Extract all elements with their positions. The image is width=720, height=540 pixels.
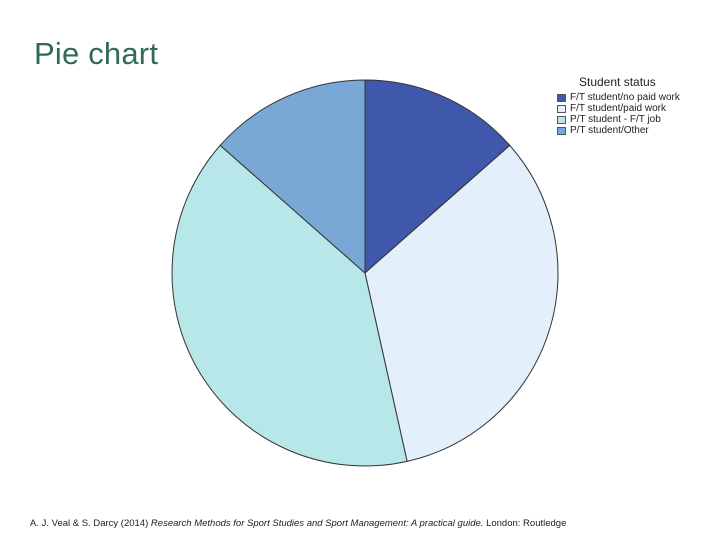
citation-book-title: Research Methods for Sport Studies and S… — [150, 518, 484, 529]
legend-item: P/T student/Other — [557, 126, 707, 136]
legend-swatch — [557, 116, 566, 124]
legend-label: P/T student/Other — [570, 125, 649, 136]
pie-slice — [364, 79, 511, 274]
pie-slice — [171, 144, 408, 467]
legend-label: F/T student/paid work — [570, 103, 666, 114]
legend-title: Student status — [579, 75, 656, 89]
citation-authors: A. J. Veal & S. Darcy (2014) — [30, 518, 149, 529]
citation-publisher: London: Routledge — [486, 518, 567, 529]
legend-swatch — [557, 127, 566, 135]
legend-swatch — [557, 94, 566, 102]
legend-swatch — [557, 105, 566, 113]
slide-title: Pie chart — [34, 36, 159, 71]
legend-label: F/T student/no paid work — [570, 92, 680, 103]
citation: A. J. Veal & S. Darcy (2014) Research Me… — [30, 518, 566, 529]
legend-item: P/T student - F/T job — [557, 115, 707, 125]
legend-item: F/T student/no paid work — [557, 93, 707, 103]
chart-legend: Student status F/T student/no paid work F… — [557, 75, 707, 137]
legend-item: F/T student/paid work — [557, 104, 707, 114]
pie-slice — [364, 144, 559, 462]
legend-label: P/T student - F/T job — [570, 114, 661, 125]
pie-slice — [219, 79, 366, 274]
